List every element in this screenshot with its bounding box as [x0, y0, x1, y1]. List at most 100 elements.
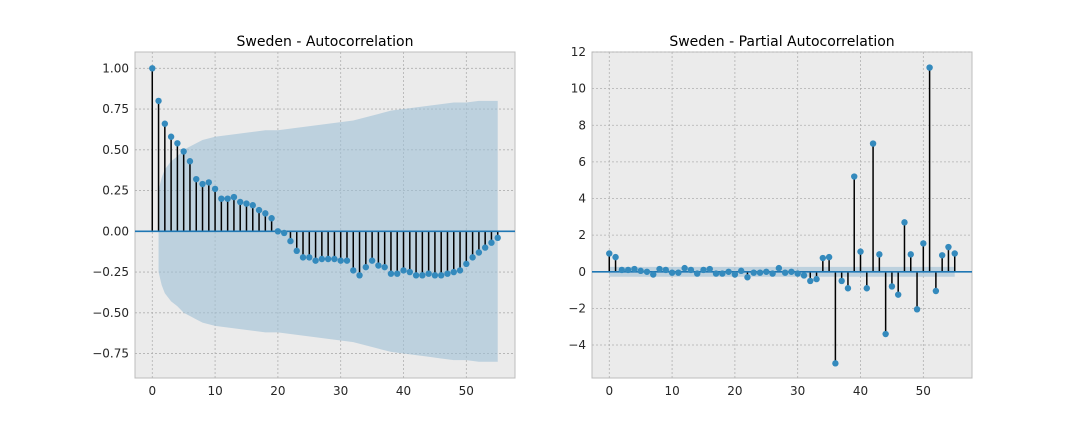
- x-tick-label: 50: [916, 384, 931, 398]
- chart-title: Sweden - Partial Autocorrelation: [669, 34, 894, 50]
- data-point: [274, 228, 282, 235]
- data-point: [387, 270, 395, 277]
- data-point: [869, 140, 877, 147]
- x-tick-label: 30: [333, 384, 348, 398]
- y-tick-label: 0.25: [102, 184, 129, 198]
- data-point: [406, 268, 413, 276]
- data-point: [469, 254, 476, 261]
- data-point: [813, 275, 820, 283]
- data-point: [926, 64, 933, 71]
- data-point: [844, 285, 852, 292]
- data-point: [737, 267, 745, 275]
- data-point: [199, 180, 206, 188]
- data-point: [155, 97, 162, 105]
- y-tick-label: 6: [578, 155, 586, 169]
- data-point: [631, 265, 638, 273]
- data-point: [863, 285, 870, 292]
- data-point: [180, 148, 187, 155]
- data-point: [318, 255, 326, 263]
- x-tick-label: 10: [664, 384, 679, 398]
- data-point: [324, 255, 332, 263]
- data-point: [781, 269, 789, 276]
- data-point: [650, 271, 657, 278]
- data-point: [624, 266, 632, 274]
- data-point: [913, 306, 921, 313]
- data-point: [788, 268, 795, 275]
- data-point: [463, 260, 470, 268]
- data-point: [775, 264, 783, 272]
- data-point: [901, 219, 908, 226]
- x-tick-label: 0: [605, 384, 613, 398]
- data-point: [894, 291, 902, 298]
- data-point: [306, 254, 313, 261]
- data-point: [243, 200, 250, 207]
- y-tick-label: 4: [578, 192, 586, 206]
- data-point: [481, 244, 489, 251]
- y-tick-label: 0: [578, 265, 586, 279]
- data-point: [186, 158, 194, 165]
- data-point: [606, 250, 613, 257]
- y-tick-label: 10: [571, 82, 586, 96]
- data-point: [712, 270, 720, 277]
- data-point: [819, 254, 827, 262]
- data-point: [882, 330, 889, 338]
- data-point: [149, 65, 156, 72]
- data-point: [287, 237, 294, 245]
- data-point: [337, 257, 344, 264]
- data-point: [249, 202, 256, 209]
- data-point: [394, 270, 401, 277]
- data-point: [832, 360, 839, 367]
- data-point: [876, 251, 883, 258]
- data-point: [857, 248, 864, 255]
- data-point: [938, 252, 946, 259]
- data-point: [237, 198, 244, 206]
- data-point: [431, 272, 439, 279]
- data-point: [756, 269, 764, 276]
- data-point: [687, 266, 695, 274]
- data-point: [205, 179, 213, 186]
- data-point: [218, 195, 225, 202]
- x-tick-label: 30: [790, 384, 805, 398]
- data-point: [280, 229, 288, 237]
- plot-area: [591, 51, 973, 379]
- data-point: [807, 277, 814, 285]
- y-tick-label: −0.50: [92, 306, 129, 320]
- data-point: [668, 269, 676, 276]
- data-point: [851, 173, 858, 180]
- y-tick-label: 1.00: [102, 61, 129, 75]
- data-point: [268, 215, 275, 222]
- data-point: [331, 255, 338, 263]
- x-tick-label: 40: [853, 384, 868, 398]
- y-tick-label: −2: [568, 301, 586, 315]
- data-point: [763, 268, 770, 275]
- data-point: [888, 283, 896, 290]
- data-point: [356, 272, 363, 279]
- data-point: [838, 277, 845, 285]
- data-point: [618, 266, 626, 274]
- data-point: [444, 270, 451, 277]
- data-point: [951, 250, 958, 257]
- data-point: [700, 266, 707, 274]
- data-point: [167, 133, 175, 140]
- data-point: [161, 120, 169, 127]
- y-tick-label: −0.25: [92, 265, 129, 279]
- data-point: [193, 175, 200, 183]
- data-point: [312, 257, 319, 264]
- data-point: [425, 270, 432, 277]
- y-tick-label: 2: [578, 228, 586, 242]
- data-point: [706, 265, 713, 273]
- data-point: [612, 253, 619, 261]
- data-point: [375, 262, 382, 269]
- data-point: [662, 266, 670, 274]
- data-point: [224, 195, 231, 202]
- data-point: [744, 274, 751, 281]
- x-tick-label: 20: [270, 384, 285, 398]
- data-point: [400, 267, 407, 274]
- x-tick-label: 0: [148, 384, 156, 398]
- chart-title: Sweden - Autocorrelation: [237, 34, 414, 50]
- y-tick-label: 8: [578, 118, 586, 132]
- data-point: [381, 263, 388, 271]
- data-point: [299, 254, 307, 261]
- data-point: [681, 264, 688, 272]
- data-point: [932, 287, 940, 295]
